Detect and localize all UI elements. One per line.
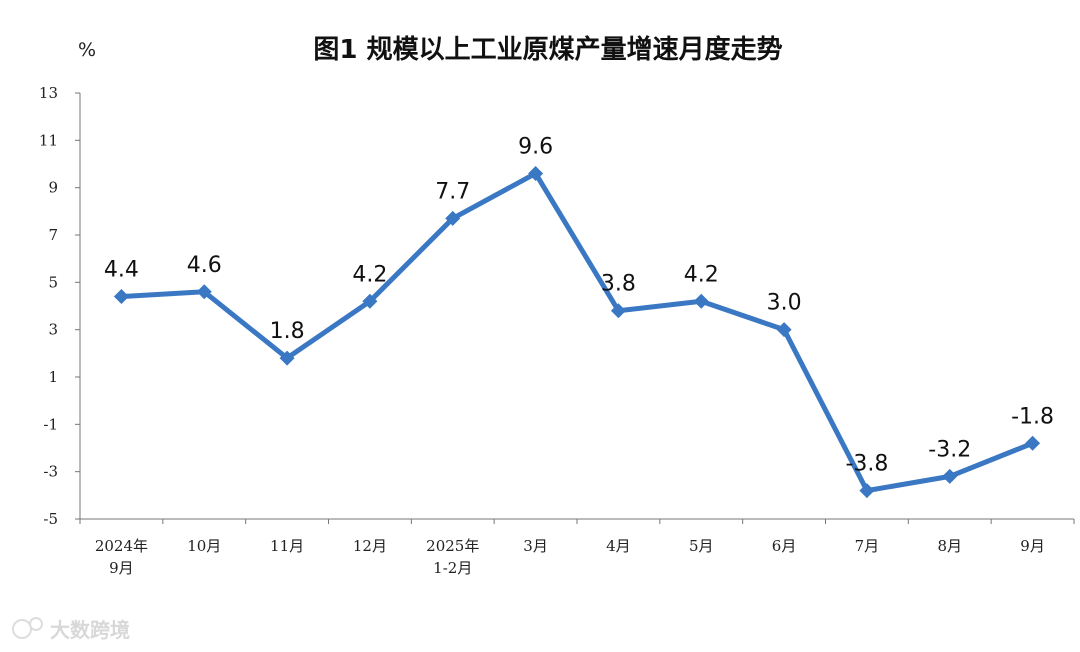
data-label: 3.8 (601, 272, 636, 297)
data-point-marker (362, 293, 378, 309)
x-tick-label: 10月 (187, 537, 221, 555)
watermark-text: 大数跨境 (50, 618, 130, 642)
data-label: 9.6 (518, 134, 553, 159)
data-label: 4.2 (684, 262, 719, 287)
data-point-marker (113, 289, 129, 305)
y-tick-label: 3 (48, 321, 58, 339)
x-tick-label: 9月 (1020, 537, 1045, 555)
data-point-marker (528, 165, 544, 181)
x-tick-label: 5月 (689, 537, 714, 555)
chart-title: 图1 规模以上工业原煤产量增速月度走势 (313, 34, 782, 65)
series-group (113, 165, 1041, 499)
data-label: 4.4 (104, 258, 139, 283)
data-label: 4.2 (352, 262, 387, 287)
y-axis-ticks: 13 11 9 7 5 3 1 -1 -3 -5 (39, 84, 80, 528)
logo-icon (12, 617, 43, 639)
x-tick-label: 4月 (606, 537, 631, 555)
y-tick-label: 11 (39, 131, 58, 149)
data-point-marker (859, 483, 875, 499)
x-tick-label: 8月 (937, 537, 962, 555)
data-point-marker (1025, 435, 1041, 451)
x-tick-label: 9月 (109, 559, 134, 577)
y-axis-unit: % (78, 39, 96, 61)
data-point-marker (942, 468, 958, 484)
data-point-marker (279, 350, 295, 366)
x-tick-label: 1-2月 (433, 559, 472, 577)
x-tick-label: 2025年 (426, 537, 479, 555)
y-tick-label: -5 (43, 510, 58, 528)
series-line (118, 170, 1036, 494)
y-tick-label: 1 (48, 368, 58, 386)
data-label: -3.2 (928, 437, 971, 462)
axes (79, 93, 1074, 520)
data-label: 1.8 (270, 319, 305, 344)
watermark: 大数跨境 (12, 617, 130, 642)
data-label: 3.0 (767, 291, 802, 316)
y-tick-label: 5 (48, 273, 58, 291)
y-tick-label: 13 (39, 84, 58, 102)
x-tick-label: 3月 (523, 537, 548, 555)
y-tick-label: -3 (43, 463, 58, 481)
data-label: -1.8 (1011, 404, 1054, 429)
data-label: 4.6 (187, 253, 222, 278)
data-point-marker (610, 303, 626, 319)
x-tick-label: 6月 (772, 537, 797, 555)
y-tick-label: 9 (48, 179, 58, 197)
data-point-marker (196, 284, 212, 300)
y-tick-label: 7 (48, 226, 58, 244)
x-tick-label: 7月 (855, 537, 880, 555)
data-point-marker (776, 322, 792, 338)
data-label: -3.8 (845, 452, 888, 477)
x-tick-label: 2024年 (95, 537, 148, 555)
data-point-marker (445, 210, 461, 226)
data-label: 7.7 (435, 179, 470, 204)
data-point-marker (693, 293, 709, 309)
x-tick-label: 12月 (353, 537, 387, 555)
x-axis-ticks: 2024年 9月 10月 11月 12月 2025年 1-2月 3月 4月 5月 6月 7月 8月 9月 (79, 519, 1075, 577)
data-labels: 4.4 4.6 1.8 4.2 7.7 9.6 3.8 4.2 3.0 -3.8 -3.2 -1.8 (104, 134, 1054, 476)
y-tick-label: -1 (43, 415, 58, 433)
x-tick-label: 11月 (270, 537, 304, 555)
